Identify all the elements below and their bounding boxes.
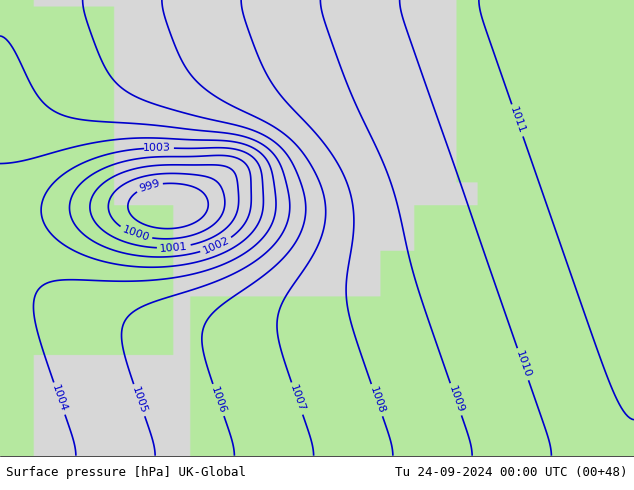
Text: 1003: 1003 bbox=[143, 143, 171, 153]
Text: 1000: 1000 bbox=[121, 224, 150, 244]
Text: 1001: 1001 bbox=[160, 241, 188, 254]
Text: 1009: 1009 bbox=[446, 384, 465, 414]
Text: 1007: 1007 bbox=[288, 384, 306, 414]
Text: 1005: 1005 bbox=[130, 385, 148, 415]
Text: 1006: 1006 bbox=[209, 385, 228, 415]
Text: 1010: 1010 bbox=[514, 349, 533, 379]
Text: 999: 999 bbox=[138, 178, 161, 194]
Text: 1011: 1011 bbox=[508, 105, 527, 135]
Text: 1002: 1002 bbox=[202, 235, 231, 256]
Text: Tu 24-09-2024 00:00 UTC (00+48): Tu 24-09-2024 00:00 UTC (00+48) bbox=[395, 466, 628, 479]
Text: 1004: 1004 bbox=[50, 384, 68, 414]
Text: Surface pressure [hPa] UK-Global: Surface pressure [hPa] UK-Global bbox=[6, 466, 247, 479]
Text: 1008: 1008 bbox=[368, 385, 386, 415]
